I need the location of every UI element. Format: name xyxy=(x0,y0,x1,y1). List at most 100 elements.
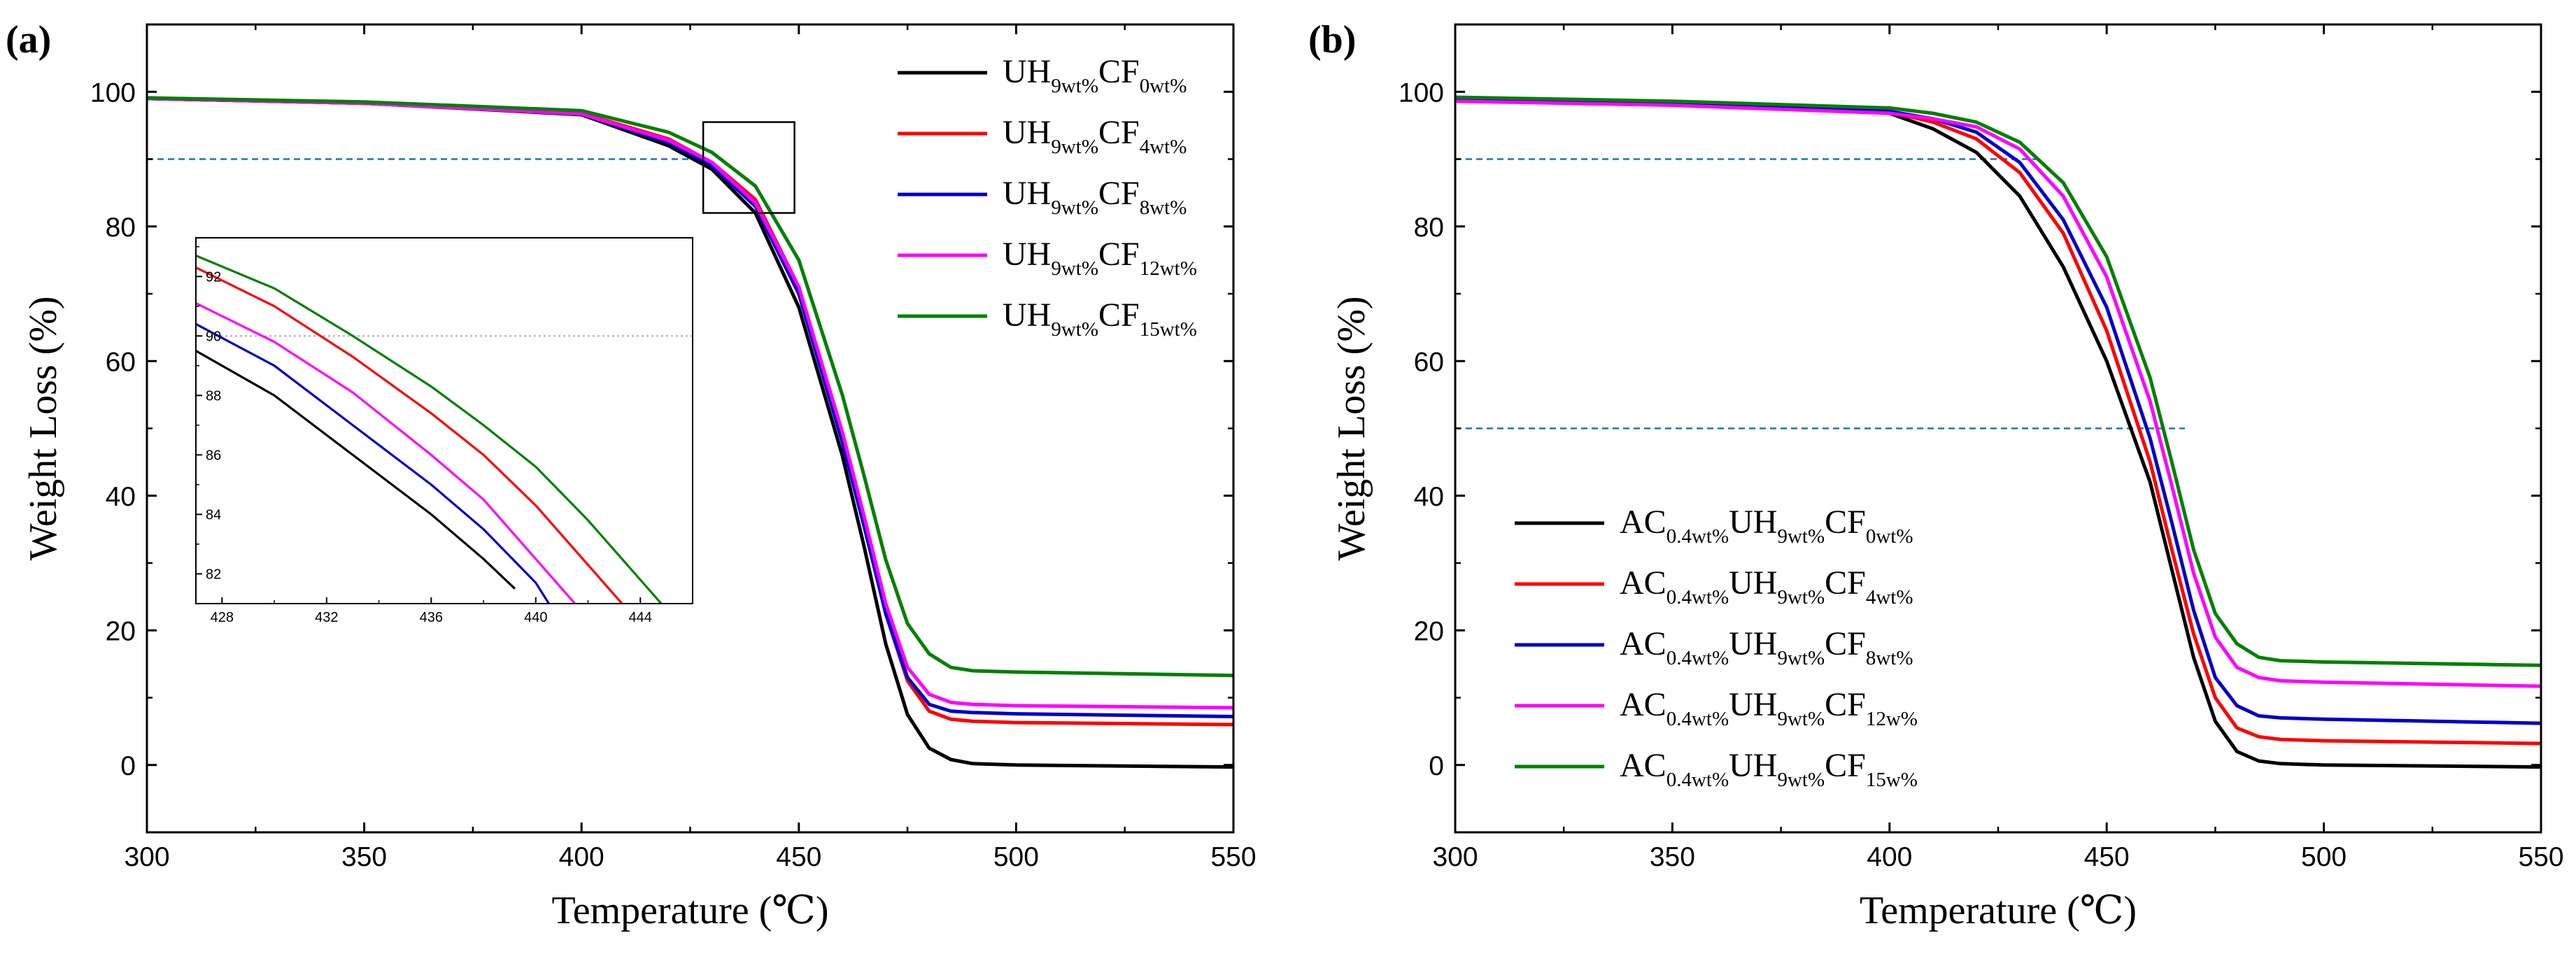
legend-label-subscript: 9wt% xyxy=(1777,525,1825,548)
y-axis-title: Weight Loss (%) xyxy=(22,296,65,560)
y-tick-label: 40 xyxy=(106,482,136,512)
zoom-box xyxy=(702,121,795,214)
legend-label-part: UH xyxy=(1003,53,1051,90)
legend-label-subscript: 9wt% xyxy=(1051,197,1098,219)
inset-series-line-4 xyxy=(196,266,623,604)
legend-label-subscript: 0wt% xyxy=(1140,75,1187,97)
legend-label-part: AC xyxy=(1620,625,1666,662)
inset-frame xyxy=(195,237,693,604)
legend-item: AC0.4wt%UH9wt%CF4wt% xyxy=(1515,564,1913,608)
legend-label: UH9wt%CF8wt% xyxy=(1003,175,1187,219)
legend-item: UH9wt%CF4wt% xyxy=(898,114,1187,158)
inset-chart: 428 432 436 440 444 82 84 86 88 90 92 xyxy=(195,237,693,625)
y-tick-label: 0 xyxy=(1429,751,1444,781)
legend-label-part: AC xyxy=(1620,564,1666,601)
legend-item: UH9wt%CF12wt% xyxy=(898,236,1197,280)
panel-a: 300 350 400 450 500 550 0 20 40 60 80 100 Temperatur… xyxy=(6,18,1257,932)
y-tick-label: 80 xyxy=(106,213,136,243)
legend-label-part: CF xyxy=(1098,114,1140,151)
inset-y-tick-label: 88 xyxy=(206,388,221,404)
x-tick-label: 500 xyxy=(2301,842,2347,872)
legend-label: AC0.4wt%UH9wt%CF0wt% xyxy=(1620,504,1913,548)
legend-label-part: CF xyxy=(1825,504,1866,541)
y-tick-label: 60 xyxy=(1414,347,1444,377)
panel-b: 300 350 400 450 500 550 0 20 40 60 80 100 Temperatur… xyxy=(1308,18,2564,932)
x-tick-label: 400 xyxy=(559,842,604,872)
inset-series-group xyxy=(196,255,693,604)
legend-label-part: AC xyxy=(1620,747,1666,784)
panel-label: (b) xyxy=(1308,18,1356,62)
legend-label-subscript: 8wt% xyxy=(1140,197,1187,219)
legend-label-part: UH xyxy=(1729,686,1777,723)
legend-label-subscript: 12wt% xyxy=(1140,257,1197,280)
legend-label-subscript: 9wt% xyxy=(1051,75,1098,97)
inset-series-line-2 xyxy=(196,322,550,604)
series-line-5 xyxy=(147,96,1233,678)
legend-label-part: UH xyxy=(1003,297,1051,334)
x-tick-label: 550 xyxy=(1210,842,1256,872)
legend-label-part: CF xyxy=(1098,53,1140,90)
legend-label-subscript: 9wt% xyxy=(1051,318,1098,341)
legend-label-part: CF xyxy=(1098,175,1140,212)
inset-x-tick-label: 440 xyxy=(524,610,547,625)
inset-y-tick-label: 86 xyxy=(206,448,221,463)
legend-label: UH9wt%CF0wt% xyxy=(1003,53,1187,97)
legend-label-subscript: 0wt% xyxy=(1866,525,1913,548)
legend-label-subscript: 9wt% xyxy=(1051,257,1098,280)
series-line-2 xyxy=(1455,97,2541,746)
legend-label-part: CF xyxy=(1825,625,1866,662)
x-tick-label: 350 xyxy=(1650,842,1695,872)
series-line-5 xyxy=(1455,95,2541,667)
legend-item: AC0.4wt%UH9wt%CF12w% xyxy=(1515,686,1918,730)
x-tick-label: 300 xyxy=(1432,842,1478,872)
legend-label-part: CF xyxy=(1098,297,1140,334)
legend: AC0.4wt%UH9wt%CF0wt%AC0.4wt%UH9wt%CF4wt%… xyxy=(1515,504,1918,791)
legend-label: UH9wt%CF15wt% xyxy=(1003,297,1197,341)
legend-item: AC0.4wt%UH9wt%CF8wt% xyxy=(1515,625,1913,669)
x-axis-title: Temperature (℃) xyxy=(1860,889,2137,932)
legend-label-subscript: 8wt% xyxy=(1866,647,1913,669)
inset-x-tick-label: 444 xyxy=(629,610,652,625)
legend-label: AC0.4wt%UH9wt%CF4wt% xyxy=(1620,564,1913,608)
y-tick-label: 100 xyxy=(1399,78,1444,108)
y-tick-label: 60 xyxy=(106,347,136,377)
x-tick-label: 550 xyxy=(2518,842,2563,872)
legend-label-part: UH xyxy=(1003,236,1051,273)
legend-label: AC0.4wt%UH9wt%CF12w% xyxy=(1620,686,1918,730)
legend-label-subscript: 15w% xyxy=(1866,769,1918,791)
legend-label-subscript: 9wt% xyxy=(1777,708,1825,730)
x-tick-label: 300 xyxy=(124,842,169,872)
y-tick-label: 100 xyxy=(90,78,136,108)
legend-label-part: UH xyxy=(1729,564,1777,601)
legend-item: AC0.4wt%UH9wt%CF0wt% xyxy=(1515,504,1913,548)
legend-item: UH9wt%CF0wt% xyxy=(898,53,1187,97)
legend-item: AC0.4wt%UH9wt%CF15w% xyxy=(1515,747,1918,791)
legend-label-subscript: 0.4wt% xyxy=(1666,525,1729,548)
y-axis-title: Weight Loss (%) xyxy=(1330,296,1373,560)
series-line-4 xyxy=(147,97,1233,710)
x-axis-title: Temperature (℃) xyxy=(551,889,828,932)
legend-label-part: UH xyxy=(1729,625,1777,662)
series-line-1 xyxy=(1455,97,2541,769)
legend-label: UH9wt%CF4wt% xyxy=(1003,114,1187,158)
legend-label: UH9wt%CF12wt% xyxy=(1003,236,1197,280)
y-tick-label: 40 xyxy=(1414,482,1444,512)
legend-label-subscript: 4wt% xyxy=(1140,136,1187,158)
legend-label-subscript: 0.4wt% xyxy=(1666,586,1729,608)
legend-label-subscript: 12w% xyxy=(1866,708,1918,730)
x-tick-label: 350 xyxy=(341,842,387,872)
legend-label-subscript: 0.4wt% xyxy=(1666,647,1729,669)
legend-item: UH9wt%CF15wt% xyxy=(898,297,1197,341)
x-tick-label: 400 xyxy=(1867,842,1912,872)
series-line-4 xyxy=(1455,99,2541,688)
series-group xyxy=(1455,95,2541,769)
legend-label-subscript: 15wt% xyxy=(1140,318,1197,341)
legend-item: UH9wt%CF8wt% xyxy=(898,175,1187,219)
legend-label-part: AC xyxy=(1620,504,1666,541)
y-tick-label: 0 xyxy=(120,751,136,781)
legend-label-part: CF xyxy=(1825,686,1866,723)
inset-y-tick-label: 84 xyxy=(206,507,221,522)
legend-label: AC0.4wt%UH9wt%CF8wt% xyxy=(1620,625,1913,669)
series-group xyxy=(147,96,1233,769)
